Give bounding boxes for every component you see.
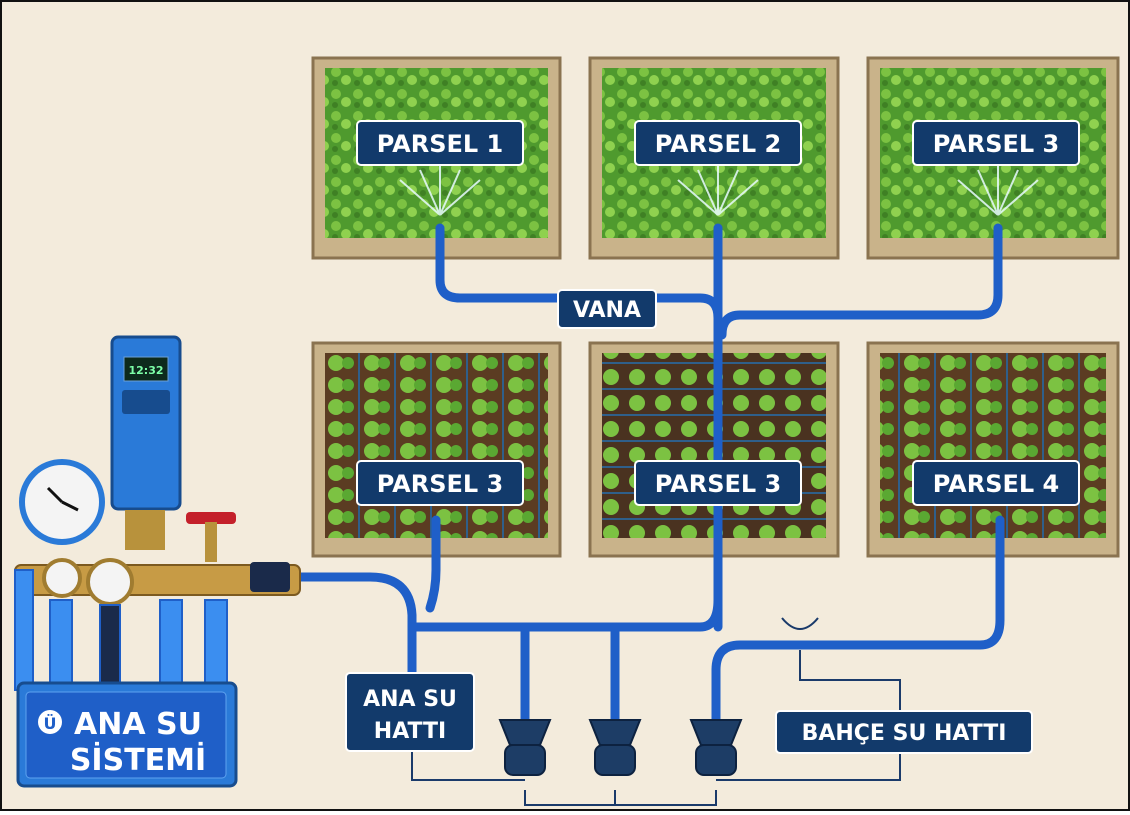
valve-label: VANA <box>573 298 641 323</box>
system-label-line-1: ANA SU <box>74 707 202 742</box>
page: {"parcels": [ {"label": "PARSEL 1"}, {"l… <box>0 0 1130 815</box>
parcel-label: PARSEL 4 <box>933 470 1059 498</box>
system-label-line-2: SİSTEMİ <box>70 742 206 778</box>
parcel-label: PARSEL 3 <box>655 470 781 498</box>
parcel-label: PARSEL 2 <box>655 130 781 158</box>
system-icon: Ü <box>44 714 57 733</box>
main-line-label-2: HATTI <box>374 719 446 744</box>
parcel-label: PARSEL 3 <box>933 130 1059 158</box>
main-line-label-1: ANA SU <box>363 687 457 712</box>
timer-display: 12:32 <box>128 364 163 377</box>
parcel-label: PARSEL 1 <box>377 130 503 158</box>
irrigation-diagram: 12:32 Ü ANA SU SİSTEMİ PARSEL 1 PARSEL 2… <box>0 0 1130 811</box>
parcel-label: PARSEL 3 <box>377 470 503 498</box>
garden-line-label: BAHÇE SU HATTI <box>802 721 1007 746</box>
valves <box>500 720 741 775</box>
